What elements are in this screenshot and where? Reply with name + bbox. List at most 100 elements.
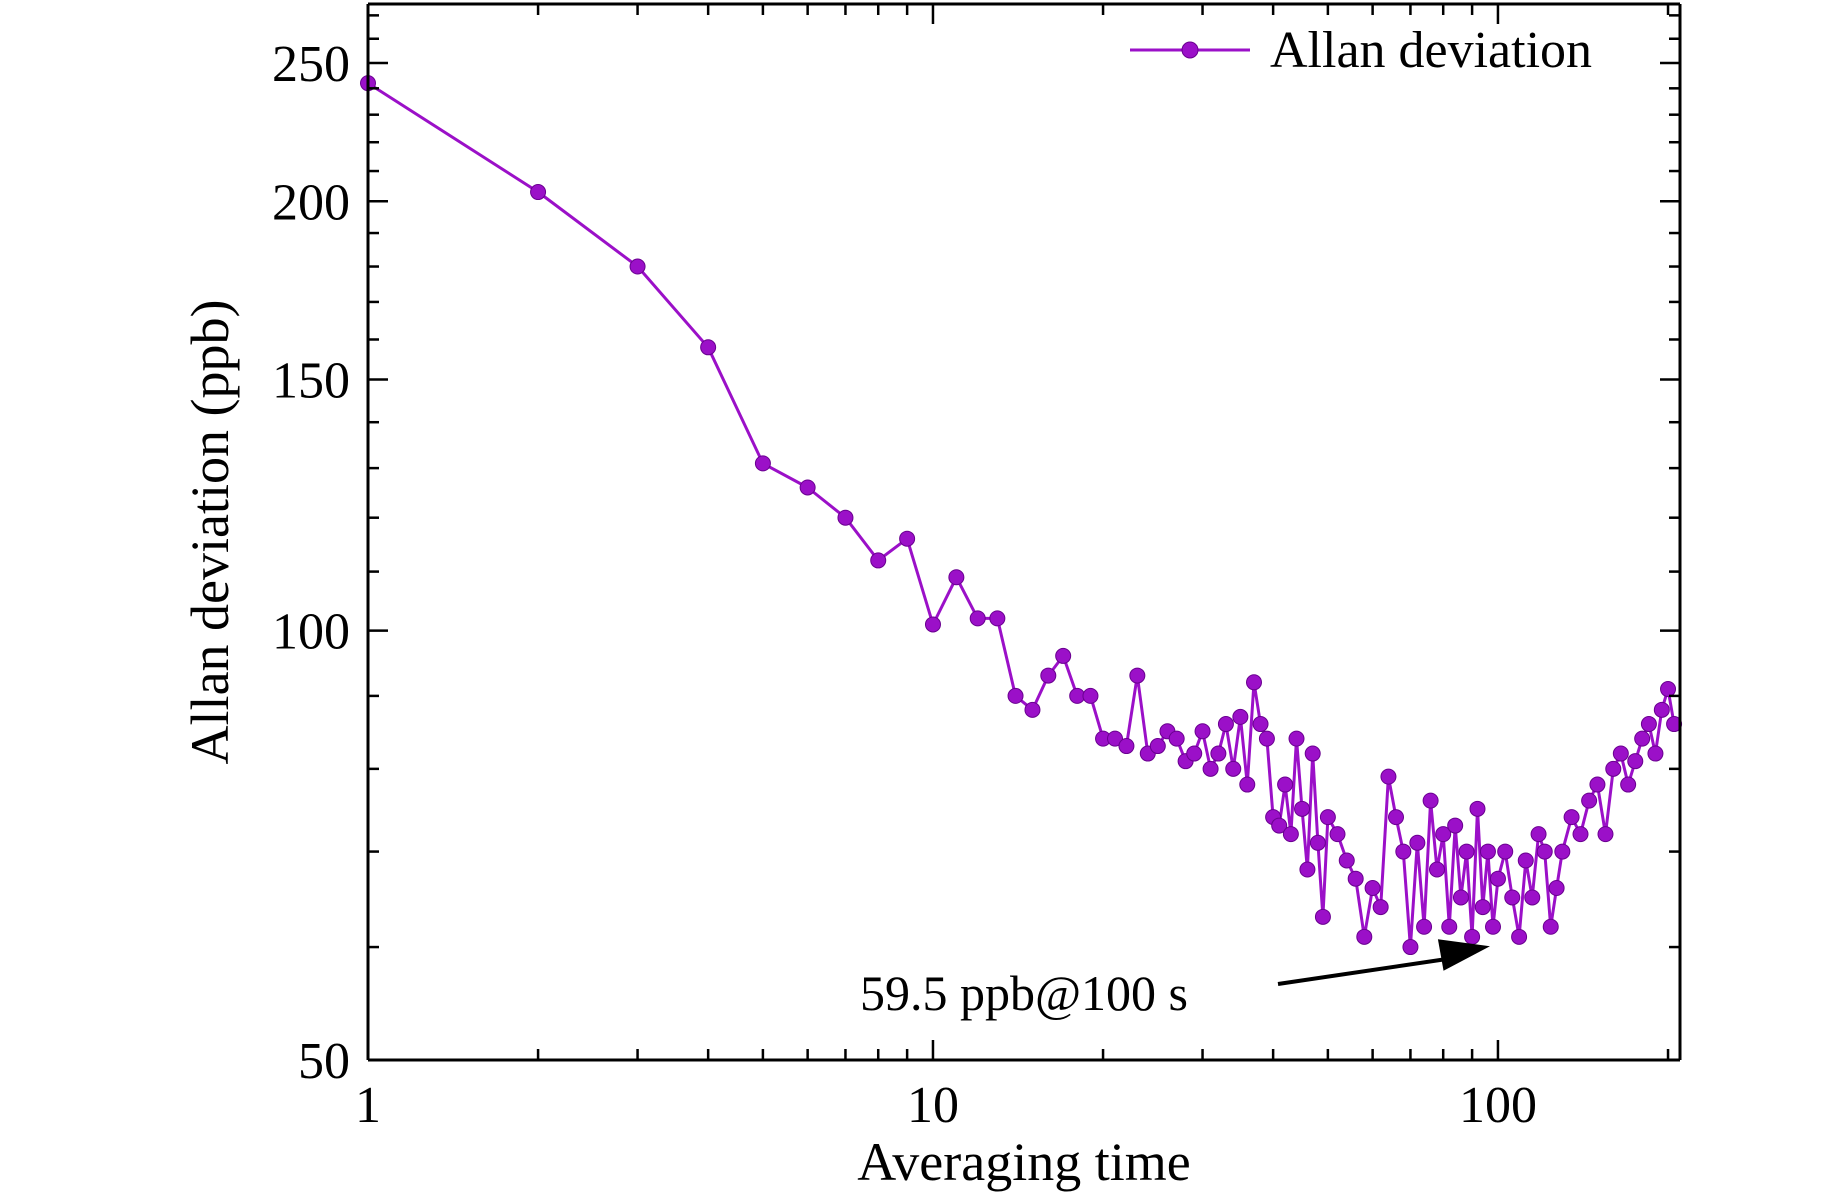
data-point bbox=[1007, 687, 1024, 704]
data-point bbox=[1620, 776, 1637, 793]
x-tick-label: 100 bbox=[1459, 1077, 1537, 1134]
data-point bbox=[1271, 817, 1288, 834]
data-point bbox=[989, 610, 1006, 627]
data-point bbox=[1024, 701, 1041, 718]
data-point bbox=[1314, 908, 1331, 925]
data-point bbox=[1548, 880, 1565, 897]
data-point bbox=[1660, 681, 1677, 698]
data-point bbox=[1129, 667, 1146, 684]
data-point bbox=[1530, 826, 1547, 843]
data-point bbox=[1612, 745, 1629, 762]
data-point bbox=[1277, 776, 1294, 793]
legend-marker-sample bbox=[1181, 41, 1199, 59]
data-point bbox=[1217, 716, 1234, 733]
data-point bbox=[1225, 760, 1242, 777]
y-tick-label: 50 bbox=[298, 1033, 350, 1090]
y-tick-label: 250 bbox=[272, 36, 350, 93]
data-point bbox=[1640, 716, 1657, 733]
data-point bbox=[1338, 852, 1355, 869]
annotation: 59.5 ppb@100 s bbox=[860, 939, 1490, 1021]
data-point bbox=[1329, 826, 1346, 843]
data-point bbox=[1082, 687, 1099, 704]
data-point bbox=[1055, 647, 1072, 664]
data-point bbox=[1581, 792, 1598, 809]
series-line bbox=[367, 81, 1676, 949]
data-point bbox=[1299, 861, 1316, 878]
data-point bbox=[1304, 745, 1321, 762]
data-point bbox=[1469, 800, 1486, 817]
data-point bbox=[870, 552, 887, 569]
data-point bbox=[1402, 939, 1419, 956]
data-point bbox=[1589, 776, 1606, 793]
data-point bbox=[1118, 738, 1135, 755]
data-point bbox=[1364, 880, 1381, 897]
data-point bbox=[1504, 889, 1521, 906]
data-point bbox=[1288, 730, 1305, 747]
data-point bbox=[1309, 834, 1326, 851]
data-point bbox=[1474, 899, 1491, 916]
data-point bbox=[1040, 667, 1057, 684]
data-point bbox=[1372, 899, 1389, 916]
data-point bbox=[1107, 730, 1124, 747]
x-axis-title: Averaging time bbox=[857, 1132, 1190, 1192]
data-point bbox=[700, 339, 717, 356]
x-tick-label: 1 bbox=[355, 1077, 381, 1134]
data-point bbox=[629, 258, 646, 275]
data-point bbox=[1517, 852, 1534, 869]
data-point bbox=[837, 509, 854, 526]
data-point bbox=[1422, 792, 1439, 809]
data-point bbox=[1380, 768, 1397, 785]
data-point bbox=[1489, 870, 1506, 887]
data-point bbox=[1294, 800, 1311, 817]
x-tick-label: 10 bbox=[907, 1077, 959, 1134]
annotation-label: 59.5 ppb@100 s bbox=[860, 965, 1188, 1021]
data-point bbox=[1497, 843, 1514, 860]
data-point bbox=[754, 455, 771, 472]
data-point bbox=[1542, 918, 1559, 935]
data-point bbox=[1447, 817, 1464, 834]
data-point bbox=[1245, 674, 1262, 691]
data-point bbox=[1416, 918, 1433, 935]
data-point bbox=[1435, 826, 1452, 843]
data-point bbox=[1409, 834, 1426, 851]
data-point bbox=[1168, 730, 1185, 747]
legend: Allan deviation bbox=[1130, 22, 1592, 79]
data-point bbox=[1479, 843, 1496, 860]
data-point bbox=[1458, 843, 1475, 860]
data-point bbox=[1484, 918, 1501, 935]
data-point bbox=[1572, 826, 1589, 843]
data-point bbox=[1356, 928, 1373, 945]
data-point bbox=[1069, 687, 1086, 704]
data-point bbox=[1202, 760, 1219, 777]
data-point bbox=[1452, 889, 1469, 906]
data-point bbox=[1563, 809, 1580, 826]
data-point bbox=[1464, 928, 1481, 945]
data-point bbox=[899, 530, 916, 547]
annotation-arrow bbox=[1277, 956, 1453, 986]
data-point bbox=[1388, 809, 1405, 826]
annotation-arrowhead bbox=[1437, 939, 1490, 971]
data-point bbox=[1239, 776, 1256, 793]
data-point bbox=[1395, 843, 1412, 860]
y-axis-title: Allan deviation (ppb) bbox=[180, 300, 240, 765]
y-tick-label: 200 bbox=[272, 174, 350, 231]
y-tick-label: 100 bbox=[272, 604, 350, 661]
data-point bbox=[1232, 708, 1249, 725]
data-point bbox=[799, 479, 816, 496]
data-point bbox=[948, 569, 965, 586]
data-point bbox=[1536, 843, 1553, 860]
data-point bbox=[1282, 826, 1299, 843]
data-point bbox=[1653, 701, 1670, 718]
data-point bbox=[969, 610, 986, 627]
data-point bbox=[1347, 870, 1364, 887]
data-point bbox=[1597, 826, 1614, 843]
data-point bbox=[1605, 760, 1622, 777]
data-point bbox=[1441, 918, 1458, 935]
data-point bbox=[1194, 723, 1211, 740]
data-point bbox=[924, 616, 941, 633]
data-point bbox=[1258, 730, 1275, 747]
data-point bbox=[1634, 730, 1651, 747]
data-point bbox=[1210, 745, 1227, 762]
